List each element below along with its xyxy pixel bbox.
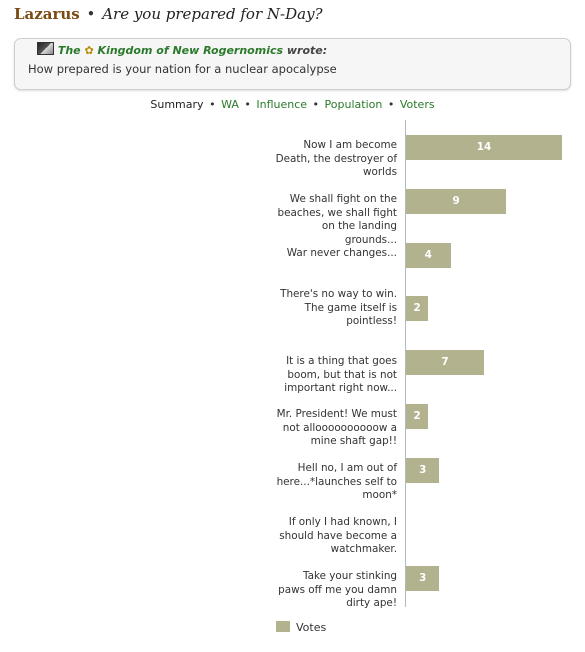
- vote-bar: [406, 296, 429, 321]
- answer-label: Mr. President! We must not alloooooooooo…: [276, 408, 397, 447]
- vote-count-label: 2: [413, 302, 421, 314]
- tab-separator: •: [387, 98, 395, 111]
- tab-voters[interactable]: Voters: [399, 98, 435, 111]
- nation-emblem-icon: ✿: [84, 44, 94, 57]
- vote-count-label: 3: [419, 464, 427, 476]
- poll-quote-box: The ✿ Kingdom of New Rogernomics wrote: …: [14, 38, 571, 90]
- answer-label: It is a thing that goes boom, but that i…: [284, 355, 397, 394]
- quote-header: The ✿ Kingdom of New Rogernomics wrote:: [37, 42, 327, 57]
- chart-axis: [405, 120, 406, 607]
- vote-count-label: 2: [413, 410, 421, 422]
- answer-label: If only I had known, I should have becom…: [279, 516, 397, 555]
- nation-name: Kingdom of New Rogernomics: [97, 44, 284, 57]
- region-link[interactable]: Lazarus: [14, 5, 80, 23]
- tab-separator: •: [312, 98, 320, 111]
- vote-bar: [406, 243, 451, 268]
- answer-label: We shall fight on the beaches, we shall …: [277, 193, 397, 246]
- tab-separator: •: [244, 98, 251, 111]
- tab-wa[interactable]: WA: [221, 98, 239, 111]
- vote-bar: [406, 189, 507, 214]
- nation-link[interactable]: The ✿ Kingdom of New Rogernomics: [58, 44, 287, 57]
- title-separator: •: [86, 5, 96, 23]
- poll-description: How prepared is your nation for a nuclea…: [28, 62, 337, 76]
- quote-wrote: wrote:: [286, 44, 328, 57]
- answer-label: Hell no, I am out of here...*launches se…: [276, 462, 397, 501]
- poll-question: Are you prepared for N-Day?: [102, 5, 323, 23]
- vote-count-label: 7: [441, 356, 449, 368]
- answer-label: War never changes...: [286, 247, 397, 259]
- tab-separator: •: [209, 98, 216, 111]
- vote-count-label: 14: [476, 141, 492, 153]
- vote-bar: [406, 566, 440, 591]
- tab-summary[interactable]: Summary: [150, 98, 204, 111]
- vote-bar: [406, 135, 562, 160]
- vote-bar: [406, 350, 484, 375]
- legend-swatch: [276, 621, 290, 632]
- results-tabs: Summary • WA • Influence • Population • …: [0, 98, 585, 111]
- answer-label: Take your stinking paws off me you damn …: [278, 570, 397, 609]
- vote-count-label: 9: [452, 195, 460, 207]
- vote-bar: [406, 404, 429, 429]
- answer-label: There's no way to win. The game itself i…: [280, 288, 397, 327]
- tab-influence[interactable]: Influence: [256, 98, 308, 111]
- chart-legend: Votes: [276, 621, 326, 634]
- nation-flag-icon: [37, 42, 54, 55]
- tab-population[interactable]: Population: [324, 98, 383, 111]
- vote-bar: [406, 458, 440, 483]
- vote-count-label: 4: [424, 249, 432, 261]
- answer-label: Now I am become Death, the destroyer of …: [275, 139, 397, 178]
- legend-label: Votes: [296, 621, 327, 634]
- page-title: Lazarus • Are you prepared for N-Day?: [14, 5, 323, 23]
- vote-count-label: 3: [419, 572, 427, 584]
- nation-prefix: The: [57, 44, 81, 57]
